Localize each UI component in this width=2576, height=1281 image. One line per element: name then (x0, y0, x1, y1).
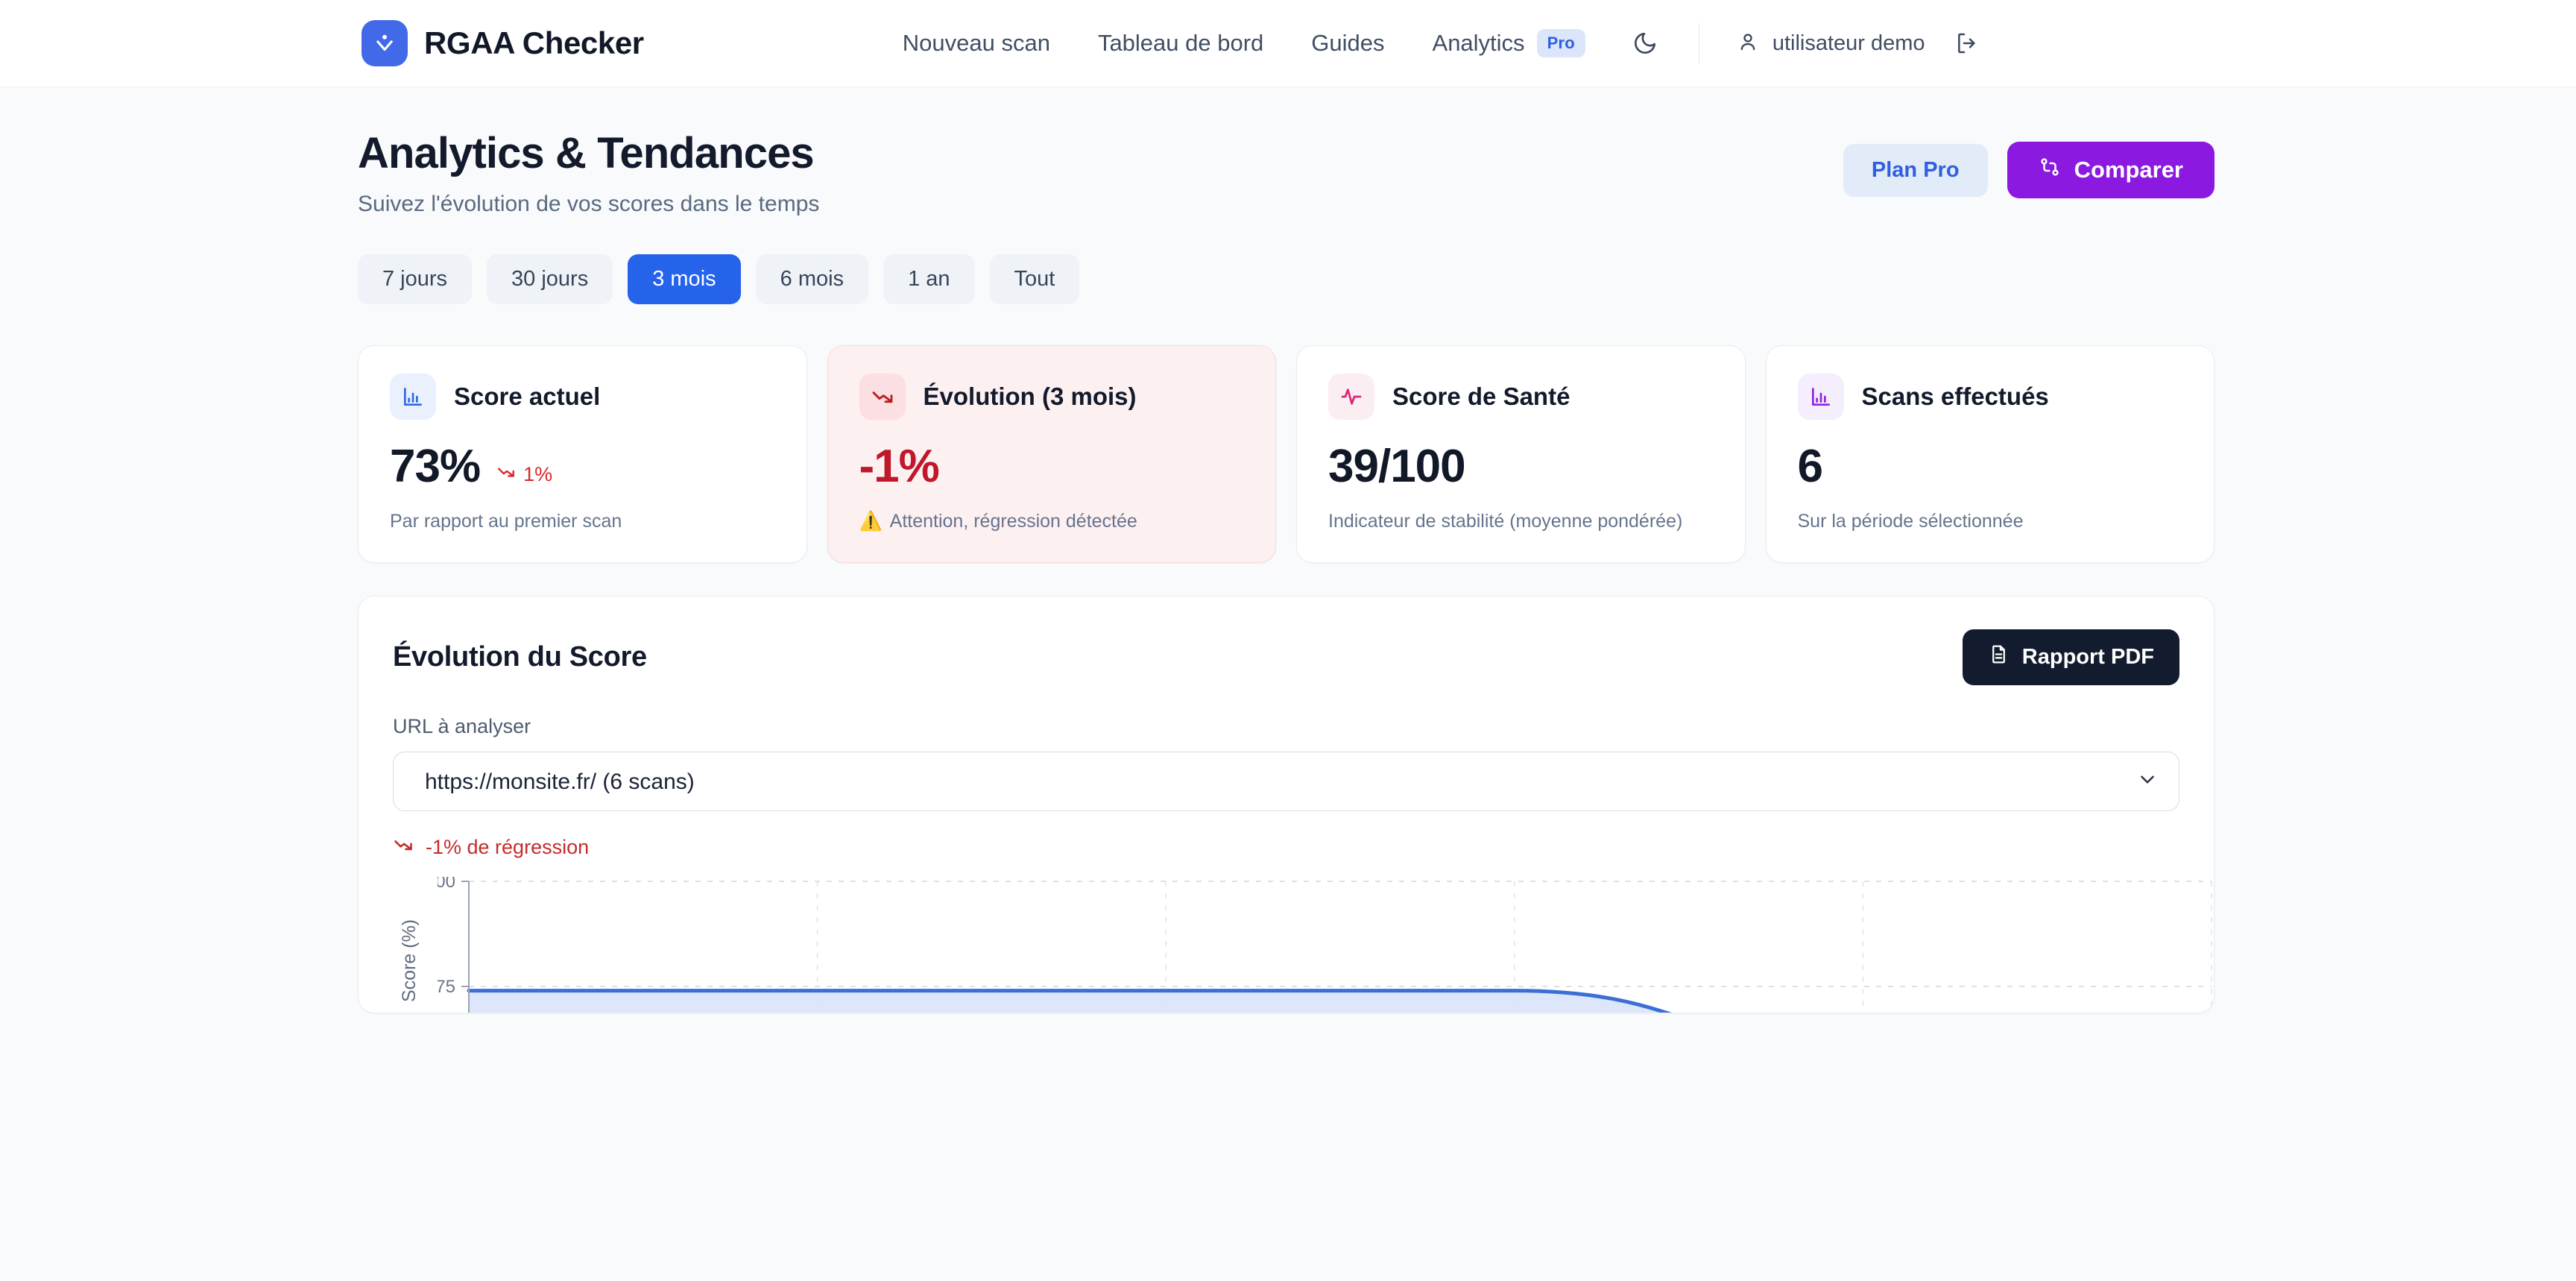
pdf-report-label: Rapport PDF (2021, 645, 2154, 669)
stat-card-caption: Sur la période sélectionnée (1797, 511, 2024, 532)
stat-card-delta: 1% (496, 462, 552, 487)
stat-card-caption-text: Attention, régression détectée (889, 511, 1137, 532)
stat-card-caption: Par rapport au premier scan (390, 511, 622, 532)
stat-card-header: Évolution (3 mois) (859, 374, 1245, 420)
chart-gridlines (461, 881, 2212, 1013)
stat-card-value: 6 (1797, 441, 1823, 492)
stat-card-score-actuel: Score actuel 73% 1% Par rapport au premi… (358, 345, 807, 563)
compare-button-label: Comparer (2074, 157, 2183, 183)
regression-note: -1% de régression (393, 834, 2179, 860)
nav-item-nouveau-scan[interactable]: Nouveau scan (902, 30, 1050, 56)
stat-cards: Score actuel 73% 1% Par rapport au premi… (358, 345, 2214, 563)
range-tab-6-mois[interactable]: 6 mois (755, 254, 869, 304)
url-select-wrap: https://monsite.fr/ (6 scans) (393, 752, 2179, 811)
git-compare-icon (2039, 156, 2061, 184)
pro-badge: Pro (1536, 29, 1585, 57)
panel-header: Évolution du Score Rapport PDF (393, 629, 2179, 685)
chart-line (467, 989, 1673, 1013)
compare-button[interactable]: Comparer (2007, 142, 2214, 198)
range-tab-3-mois[interactable]: 3 mois (628, 254, 741, 304)
logout-icon[interactable] (1955, 31, 1979, 55)
page-subtitle: Suivez l'évolution de vos scores dans le… (358, 192, 820, 216)
stat-card-header: Score actuel (390, 374, 775, 420)
url-select[interactable]: https://monsite.fr/ (6 scans) (393, 752, 2179, 811)
stat-card-title: Score de Santé (1392, 383, 1570, 410)
bar-chart-icon (390, 374, 436, 420)
trending-down-icon (496, 462, 516, 487)
document-icon (1988, 643, 2010, 671)
logo-icon (362, 20, 408, 66)
chart-y-tick-label: 100 (438, 877, 455, 892)
stat-card-score-sante: Score de Santé 39/100 Indicateur de stab… (1296, 345, 1746, 563)
range-tabs: 7 jours 30 jours 3 mois 6 mois 1 an Tout (358, 254, 2214, 304)
score-evolution-chart: Score (%) 5075100 (393, 877, 2212, 1013)
nav-item-tableau-de-bord[interactable]: Tableau de bord (1097, 30, 1264, 56)
stat-card-header: Scans effectués (1797, 374, 2183, 420)
trending-down-icon (393, 834, 414, 860)
plan-pro-button[interactable]: Plan Pro (1843, 143, 1988, 197)
stat-card-value-row: 73% 1% (390, 440, 775, 493)
stat-card-caption: ⚠️ Attention, régression détectée (859, 511, 1245, 532)
stat-card-title: Évolution (3 mois) (923, 383, 1137, 410)
stat-card-delta-value: 1% (523, 463, 553, 485)
brand[interactable]: RGAA Checker (362, 20, 644, 66)
user-icon (1737, 31, 1759, 57)
stat-card-evolution: Évolution (3 mois) -1% ⚠️ Attention, rég… (827, 345, 1276, 563)
page-header-row: Analytics & Tendances Suivez l'évolution… (358, 128, 2214, 217)
stat-card-value-row: 6 (1798, 440, 2183, 493)
user-menu[interactable]: utilisateur demo (1737, 31, 1925, 57)
chart-area-fill (469, 990, 1667, 1013)
trending-down-icon (859, 374, 906, 420)
regression-note-text: -1% de régression (426, 836, 590, 858)
nav-item-guides[interactable]: Guides (1311, 30, 1385, 56)
stat-card-scans-effectues: Scans effectués 6 Sur la période sélecti… (1765, 345, 2214, 563)
chart-y-tick-label: 75 (438, 977, 455, 997)
range-tab-30-jours[interactable]: 30 jours (487, 254, 613, 304)
chart-y-tick-labels: 5075100 (438, 877, 455, 997)
nav-item-analytics-label: Analytics (1432, 30, 1525, 56)
range-tab-1-an[interactable]: 1 an (883, 254, 975, 304)
panel-title: Évolution du Score (393, 641, 647, 673)
activity-icon (1328, 374, 1374, 420)
user-name: utilisateur demo (1772, 31, 1925, 55)
main-nav: Nouveau scan Tableau de bord Guides Anal… (903, 29, 1585, 57)
moon-icon[interactable] (1632, 31, 1658, 56)
range-tab-7-jours[interactable]: 7 jours (358, 254, 473, 304)
page-actions: Plan Pro Comparer (1843, 142, 2214, 198)
stat-card-value-row: -1% (859, 440, 1245, 493)
stat-card-value: 39/100 (1328, 441, 1466, 492)
url-field-label: URL à analyser (393, 715, 531, 737)
app-header: RGAA Checker Nouveau scan Tableau de bor… (0, 0, 2576, 87)
chart-y-axis-label: Score (%) (399, 919, 420, 1002)
range-tab-tout[interactable]: Tout (989, 254, 1080, 304)
score-evolution-panel: Évolution du Score Rapport PDF URL à ana… (358, 596, 2214, 1013)
stat-card-value: -1% (859, 441, 940, 492)
nav-item-analytics[interactable]: Analytics Pro (1433, 29, 1585, 57)
chart-canvas: 5075100 (438, 877, 2212, 1013)
page-body: Analytics & Tendances Suivez l'évolution… (0, 87, 2576, 1013)
page-title: Analytics & Tendances (358, 129, 815, 177)
stat-card-caption: Indicateur de stabilité (moyenne pondéré… (1328, 511, 1683, 532)
stat-card-value-row: 39/100 (1328, 440, 1714, 493)
page-heading-group: Analytics & Tendances Suivez l'évolution… (358, 128, 819, 217)
brand-name: RGAA Checker (424, 25, 644, 60)
warning-icon: ⚠️ (859, 511, 883, 532)
stat-card-value: 73% (390, 441, 481, 492)
pdf-report-button[interactable]: Rapport PDF (1962, 629, 2179, 685)
bar-chart-icon (1797, 374, 1844, 420)
stat-card-title: Score actuel (454, 383, 601, 410)
stat-card-header: Score de Santé (1328, 374, 1714, 420)
stat-card-title: Scans effectués (1861, 383, 2049, 410)
